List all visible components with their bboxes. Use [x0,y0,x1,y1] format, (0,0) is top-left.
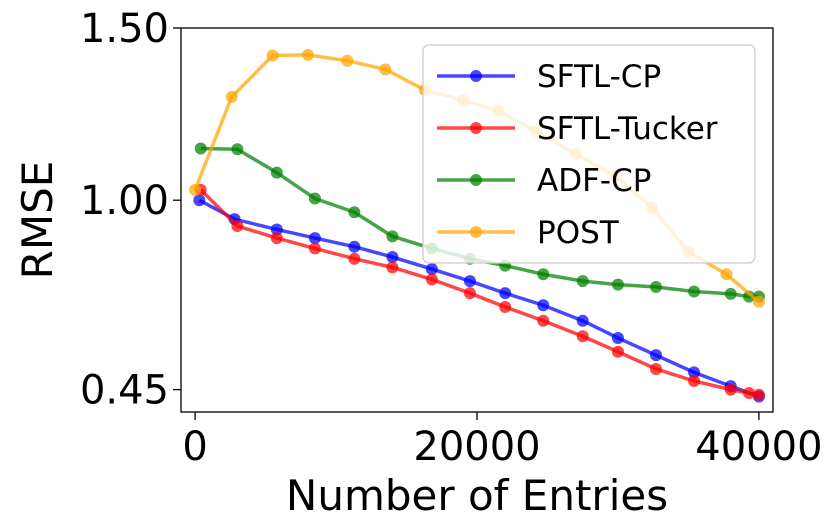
data-point-adf-cp [537,268,550,281]
data-point-sftl-tucker [463,287,476,300]
legend-item-sftl-tucker: SFTL-Tucker [437,111,718,147]
x-axis: 0 20000 40000 [182,412,823,470]
data-point-post [225,90,238,103]
x-tick-label: 40000 [695,424,822,470]
y-axis: 0.45 1.00 1.50 [80,6,181,414]
data-point-post [266,49,279,62]
data-point-post [341,54,354,67]
data-point-sftl-cp [386,251,399,264]
legend-item-adf-cp: ADF-CP [437,163,651,199]
data-point-adf-cp [650,280,663,293]
legend-label: SFTL-CP [537,59,661,95]
series-line-sftl-cp [198,198,760,399]
data-point-sftl-cp [270,223,283,236]
data-point-sftl-cp [193,194,206,207]
data-point-adf-cp [348,206,361,219]
legend-box [422,44,756,264]
legend-item-post: POST [437,215,620,251]
legend-swatch-marker [470,122,482,134]
data-point-adf-cp [743,290,756,303]
legend-swatch-marker [470,174,482,186]
legend-item-sftl-cp: SFTL-CP [437,59,661,95]
data-point-adf-cp [270,166,283,179]
legend-swatch-marker [470,70,482,82]
data-point-sftl-tucker [308,242,321,255]
y-tick-label: 1.50 [80,6,169,52]
legend-label: SFTL-Tucker [537,111,718,147]
data-point-adf-cp [386,230,399,243]
data-point-sftl-cp [308,232,321,245]
data-point-sftl-tucker [724,383,737,396]
data-point-sftl-tucker [650,362,663,375]
data-point-sftl-cp [499,287,512,300]
data-point-post [301,48,314,61]
x-tick-label: 0 [182,424,207,470]
data-point-sftl-tucker [688,375,701,388]
data-point-sftl-tucker [386,261,399,274]
data-point-sftl-tucker [231,220,244,233]
data-point-sftl-tucker [611,345,624,358]
y-axis-label: RMSE [13,161,62,280]
data-point-sftl-tucker [576,330,589,343]
x-tick-label: 20000 [413,424,540,470]
data-point-sftl-tucker [743,387,756,400]
legend-label: POST [537,215,620,251]
data-point-sftl-tucker [270,232,283,245]
data-point-sftl-cp [650,349,663,362]
series-sftl-tucker [194,183,765,401]
data-point-post [379,63,392,76]
data-point-sftl-cp [425,263,438,276]
data-point-post [752,295,765,308]
x-axis-label: Number of Entries [286,471,668,520]
data-point-sftl-tucker [499,300,512,313]
data-point-adf-cp [576,275,589,288]
legend: SFTL-CP SFTL-Tucker ADF-CP POST [422,44,756,264]
data-point-sftl-tucker [348,252,361,265]
series-sftl-cp [193,194,765,403]
data-point-sftl-cp [537,299,550,312]
legend-swatch-marker [470,226,482,238]
y-tick-label: 1.00 [80,178,169,224]
data-point-adf-cp [611,278,624,291]
data-point-sftl-tucker [425,273,438,286]
data-point-post [720,268,733,281]
data-point-adf-cp [308,192,321,205]
data-point-adf-cp [194,142,207,155]
data-point-sftl-cp [576,314,589,327]
data-point-sftl-cp [463,275,476,288]
data-point-post [189,183,202,196]
data-point-adf-cp [724,287,737,300]
data-point-sftl-tucker [752,388,765,401]
data-point-sftl-cp [611,331,624,344]
data-point-sftl-cp [688,366,701,379]
data-point-sftl-cp [348,240,361,253]
legend-label: ADF-CP [537,163,651,199]
data-point-adf-cp [231,143,244,156]
data-point-adf-cp [688,285,701,298]
y-tick-label: 0.45 [80,368,169,414]
data-point-sftl-tucker [537,314,550,327]
